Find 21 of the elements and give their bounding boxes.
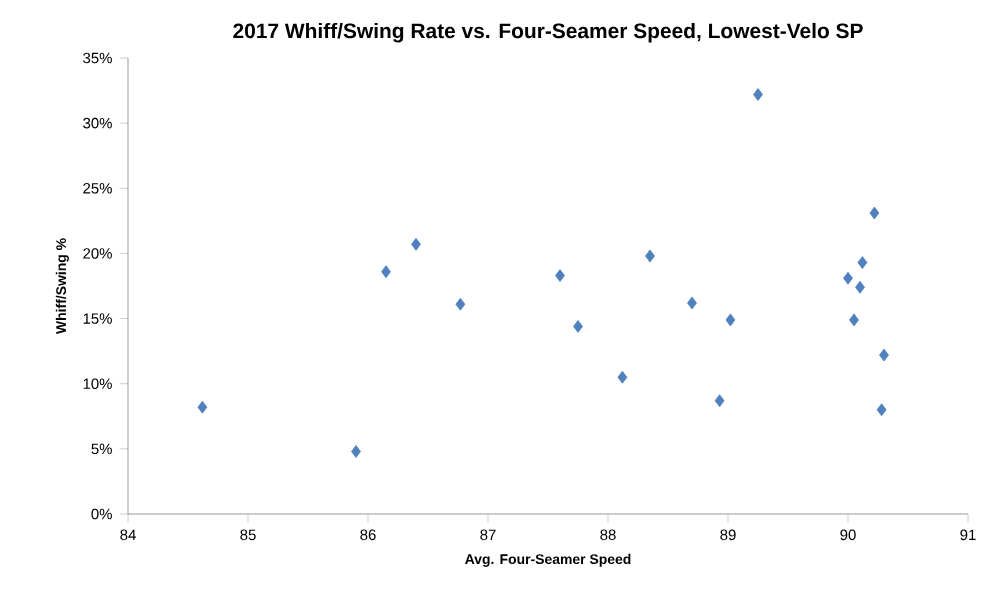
point [876, 403, 887, 417]
point [555, 269, 565, 282]
point [645, 249, 655, 263]
point [753, 88, 763, 101]
point [879, 348, 889, 362]
point [381, 265, 391, 279]
point [843, 271, 853, 285]
point [411, 237, 421, 251]
point [725, 313, 736, 327]
point [855, 280, 865, 294]
point [714, 394, 725, 408]
point [849, 313, 859, 327]
chart-title: 2017 Whiff/Swing Rate vs. Four-Seamer Speed, Lowest-Velo SP [233, 22, 863, 43]
point [455, 297, 466, 311]
point [197, 400, 208, 414]
point [857, 256, 868, 269]
point [869, 206, 880, 220]
point [351, 445, 361, 458]
point [573, 319, 583, 333]
point [687, 296, 697, 310]
point [617, 370, 628, 384]
